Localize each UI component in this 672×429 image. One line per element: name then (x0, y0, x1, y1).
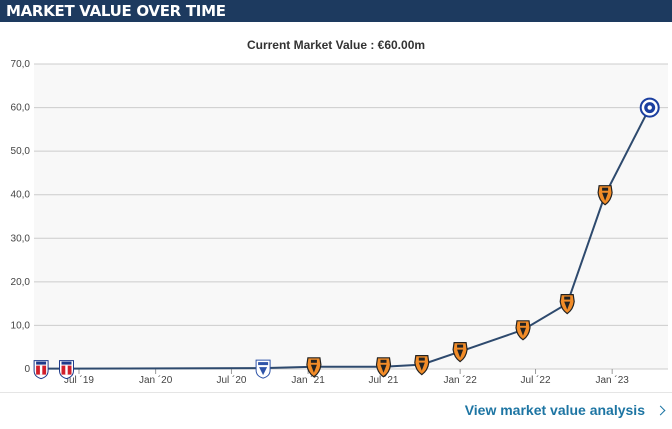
widget-header: MARKET VALUE OVER TIME (0, 0, 672, 22)
y-tick-label: 20,0 (11, 277, 31, 288)
view-market-value-analysis-link[interactable]: View market value analysis (464, 402, 666, 418)
sunderland-crest-icon (59, 360, 74, 380)
y-tick-label: 60,0 (11, 103, 31, 114)
shakhtar-crest-icon (515, 320, 531, 341)
footer-divider (0, 392, 672, 393)
plot-area (34, 64, 668, 369)
shakhtar-crest-icon (375, 357, 392, 378)
y-tick-label: 40,0 (11, 190, 31, 201)
y-tick-label: 0 (24, 364, 30, 375)
shakhtar-crest-icon (597, 185, 613, 206)
x-tick-label: Jul ´22 (521, 374, 551, 386)
shakhtar-crest-icon (306, 357, 322, 378)
market-value-chart: 0 10,0 20,0 30,0 40,0 50,0 60,0 70,0 Jul ´19 Jan … (11, 59, 668, 386)
x-tick-label: Jan ´22 (443, 374, 477, 386)
x-tick-label: Jul ´19 (64, 374, 94, 386)
y-tick-label: 50,0 (11, 146, 31, 157)
analysis-link-label: View market value analysis (464, 402, 645, 418)
desna-crest-icon (255, 359, 271, 379)
sunderland-crest-icon (33, 360, 49, 380)
x-tick-label: Jul ´20 (216, 374, 246, 386)
shakhtar-crest-icon (452, 342, 468, 363)
y-tick-label: 10,0 (11, 320, 31, 331)
y-tick-label: 30,0 (11, 233, 31, 244)
current-market-value: Current Market Value : €60.00m (246, 38, 426, 52)
chevron-right-icon (655, 405, 666, 415)
y-tick-label: 70,0 (11, 59, 31, 70)
x-tick-label: Jul ´21 (368, 374, 398, 386)
widget-title: MARKET VALUE OVER TIME (6, 2, 226, 20)
shakhtar-crest-icon (414, 355, 430, 376)
x-tick-label: Jan ´20 (139, 374, 173, 386)
shakhtar-crest-icon (559, 294, 575, 315)
chelsea-crest-icon (639, 97, 660, 118)
x-tick-label: Jan ´23 (596, 374, 630, 386)
x-tick-label: Jan ´21 (291, 374, 325, 386)
